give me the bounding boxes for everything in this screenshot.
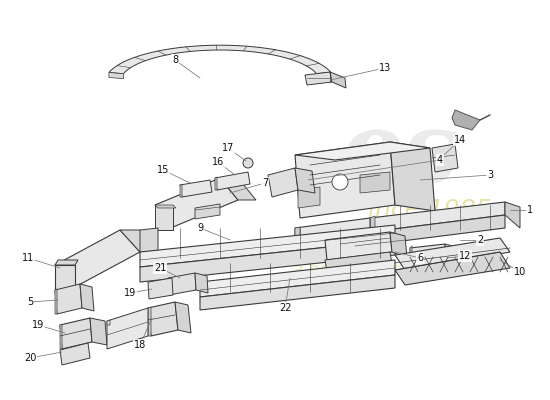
Polygon shape: [370, 215, 505, 245]
Polygon shape: [390, 232, 407, 258]
Polygon shape: [360, 172, 390, 193]
Polygon shape: [155, 205, 176, 208]
Polygon shape: [410, 246, 412, 272]
Polygon shape: [200, 275, 395, 310]
Polygon shape: [220, 178, 256, 200]
Polygon shape: [215, 177, 217, 190]
Polygon shape: [140, 240, 395, 282]
Polygon shape: [325, 252, 392, 272]
Text: 16: 16: [212, 157, 224, 167]
Text: 14: 14: [454, 135, 466, 145]
Polygon shape: [195, 273, 208, 293]
Polygon shape: [60, 324, 62, 349]
Text: 7: 7: [262, 178, 268, 188]
Polygon shape: [148, 278, 173, 299]
Polygon shape: [505, 202, 520, 228]
Text: 8: 8: [172, 55, 178, 65]
Text: 5: 5: [27, 297, 33, 307]
Polygon shape: [55, 260, 78, 265]
Polygon shape: [295, 227, 300, 255]
Polygon shape: [55, 265, 75, 290]
Polygon shape: [298, 187, 320, 208]
Polygon shape: [180, 180, 212, 197]
Polygon shape: [55, 230, 140, 287]
Polygon shape: [148, 307, 151, 336]
Text: ince 1985: ince 1985: [368, 198, 492, 222]
Polygon shape: [155, 178, 238, 227]
Text: es: es: [340, 107, 460, 203]
Text: 17: 17: [222, 143, 234, 153]
Text: 12: 12: [459, 251, 471, 261]
Text: 20: 20: [24, 353, 36, 363]
Polygon shape: [148, 302, 178, 336]
Polygon shape: [168, 273, 196, 295]
Polygon shape: [295, 168, 315, 193]
Text: 15: 15: [157, 165, 169, 175]
Polygon shape: [80, 284, 94, 311]
Polygon shape: [107, 308, 148, 349]
Polygon shape: [370, 202, 505, 232]
Polygon shape: [180, 184, 182, 197]
Text: 19: 19: [32, 320, 44, 330]
Polygon shape: [109, 45, 331, 74]
Polygon shape: [155, 205, 173, 230]
Polygon shape: [200, 260, 395, 297]
Polygon shape: [140, 228, 158, 254]
Polygon shape: [370, 216, 375, 245]
Polygon shape: [305, 72, 332, 85]
Polygon shape: [317, 72, 331, 79]
Polygon shape: [295, 232, 370, 255]
Polygon shape: [175, 302, 191, 333]
Polygon shape: [215, 172, 250, 190]
Polygon shape: [452, 110, 480, 130]
Polygon shape: [432, 144, 458, 172]
Text: 2: 2: [477, 235, 483, 245]
Polygon shape: [445, 244, 462, 272]
Polygon shape: [140, 225, 395, 267]
Text: 4: 4: [437, 155, 443, 165]
Text: 19: 19: [124, 288, 136, 298]
Polygon shape: [295, 142, 395, 218]
Polygon shape: [325, 232, 392, 260]
Polygon shape: [109, 72, 123, 79]
Circle shape: [243, 158, 253, 168]
Text: 13: 13: [379, 63, 391, 73]
Text: 1: 1: [527, 205, 533, 215]
Polygon shape: [195, 204, 220, 219]
Polygon shape: [55, 289, 57, 314]
Polygon shape: [395, 252, 510, 285]
Polygon shape: [107, 320, 110, 325]
Polygon shape: [60, 343, 90, 365]
Polygon shape: [120, 230, 158, 252]
Polygon shape: [55, 284, 82, 314]
Text: 6: 6: [417, 253, 423, 263]
Text: 21: 21: [154, 263, 166, 273]
Text: 22: 22: [279, 303, 292, 313]
Text: a passion for parts: a passion for parts: [293, 261, 448, 279]
Polygon shape: [295, 142, 430, 160]
Text: 10: 10: [514, 267, 526, 277]
Text: 11: 11: [22, 253, 34, 263]
Polygon shape: [60, 318, 92, 349]
Text: 9: 9: [197, 223, 203, 233]
Polygon shape: [390, 142, 435, 211]
Text: 3: 3: [487, 170, 493, 180]
Polygon shape: [395, 238, 510, 270]
Polygon shape: [410, 244, 447, 272]
Text: 18: 18: [134, 340, 146, 350]
Circle shape: [332, 174, 348, 190]
Polygon shape: [90, 318, 107, 345]
Polygon shape: [268, 168, 298, 197]
Polygon shape: [330, 72, 346, 88]
Polygon shape: [295, 218, 370, 242]
